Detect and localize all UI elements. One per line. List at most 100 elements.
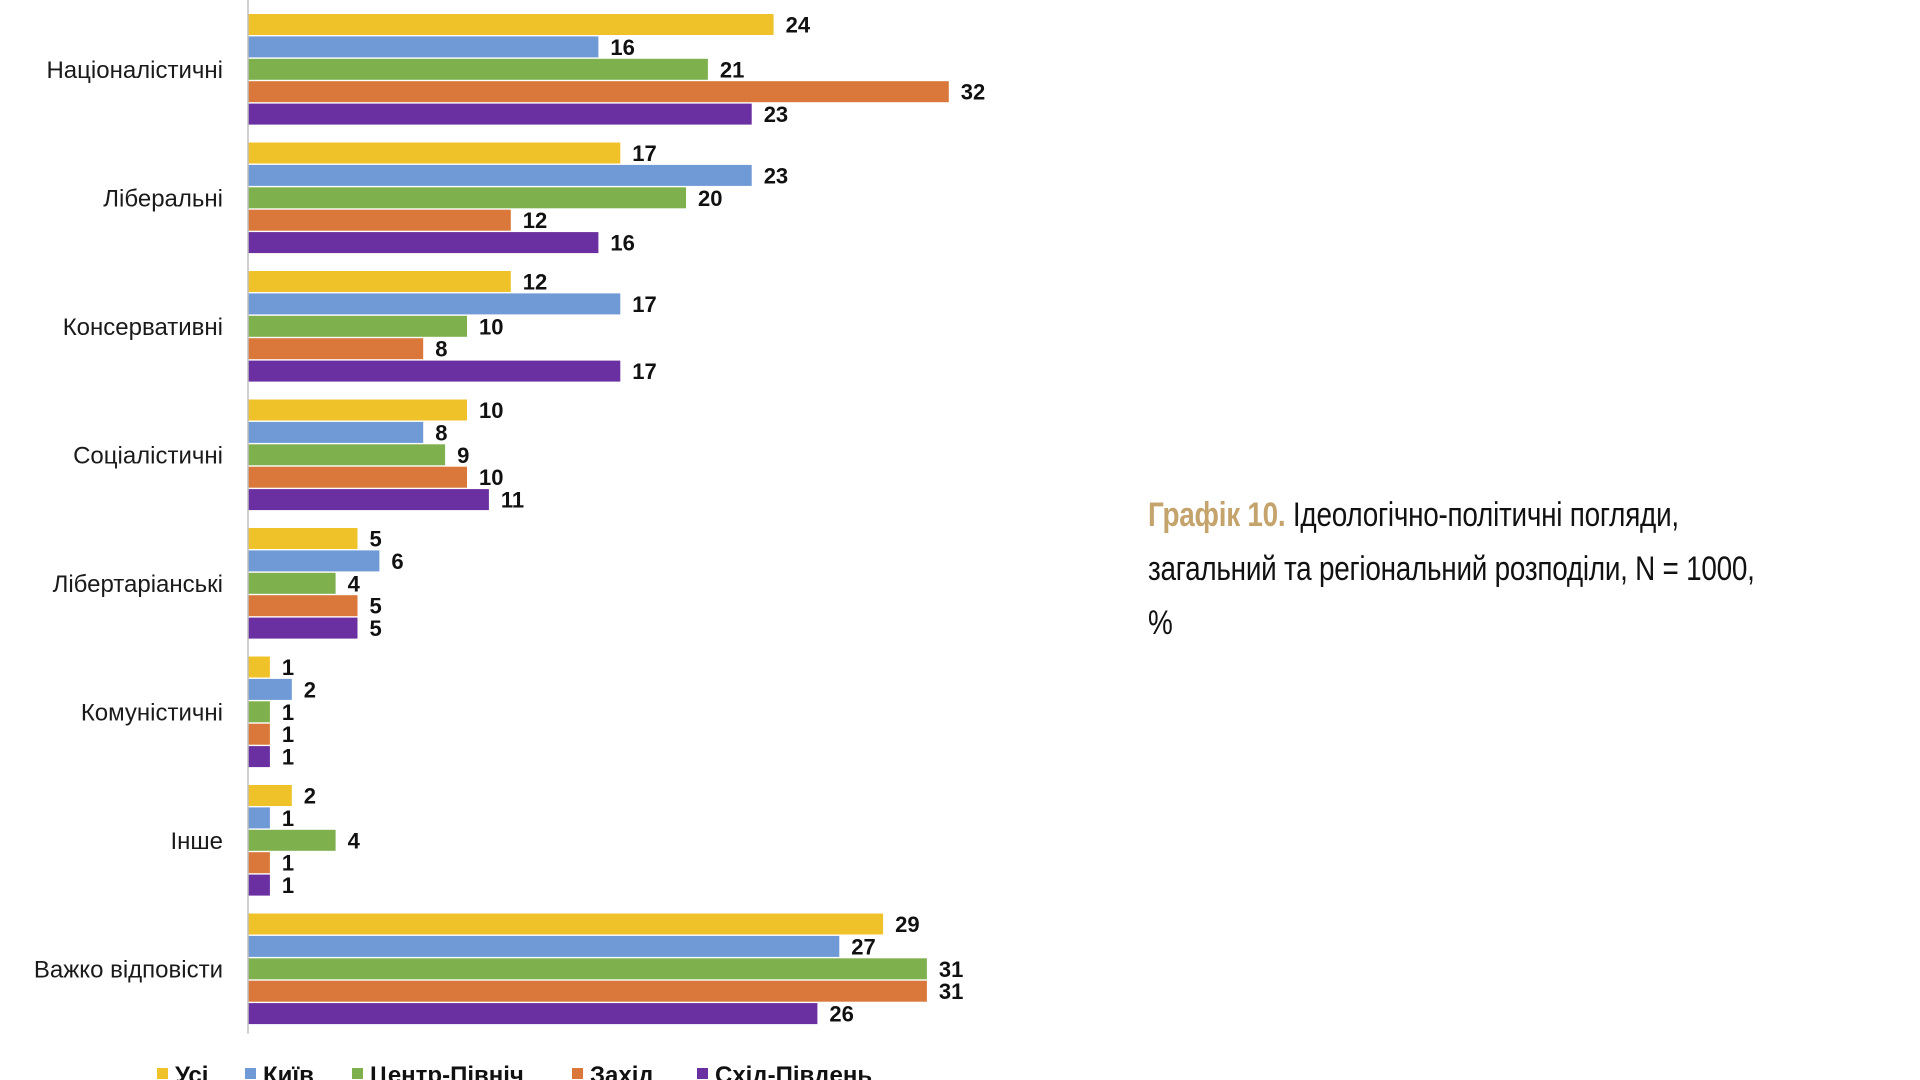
data-label: 27	[851, 934, 875, 959]
legend-swatch	[697, 1068, 708, 1079]
data-label: 1	[282, 873, 294, 898]
bar	[248, 14, 774, 35]
category-label: Ліберальні	[103, 186, 223, 213]
data-label: 26	[829, 1002, 853, 1027]
bar	[248, 315, 467, 337]
bar	[248, 489, 489, 511]
bar	[248, 103, 752, 125]
caption-label: Графік 10.	[1148, 496, 1286, 534]
bar	[248, 550, 380, 572]
data-label: 31	[939, 957, 963, 982]
data-label: 20	[698, 186, 722, 211]
data-label: 23	[764, 102, 788, 127]
data-label: 4	[348, 828, 361, 853]
category-label: Інше	[170, 828, 223, 855]
data-label: 1	[282, 851, 294, 876]
bar	[248, 678, 292, 700]
category-label: Важко відповісти	[34, 957, 223, 984]
bar	[248, 209, 511, 231]
bar	[248, 58, 708, 80]
data-label: 1	[282, 745, 294, 770]
category-label: Лібертаріанські	[53, 571, 223, 598]
chart-caption: Графік 10. Ідеологічно-політичні погляди…	[1148, 488, 1755, 650]
data-label: 4	[348, 571, 361, 596]
data-label: 8	[435, 337, 447, 362]
bar	[248, 958, 927, 980]
bar	[248, 466, 467, 488]
category-label: Націоналістичні	[46, 57, 223, 84]
bar	[248, 421, 424, 443]
bar	[248, 874, 270, 896]
bar	[248, 617, 358, 639]
data-label: 1	[282, 806, 294, 831]
bar	[248, 399, 467, 421]
caption-line-1: Ідеологічно-політичні погляди,	[1292, 496, 1679, 534]
data-label: 11	[501, 488, 524, 513]
data-label: 10	[479, 398, 503, 423]
bar	[248, 187, 686, 209]
bar	[248, 572, 336, 594]
bar	[248, 935, 840, 957]
data-label: 1	[282, 655, 294, 680]
data-label: 17	[632, 292, 656, 317]
legend-swatch	[352, 1068, 363, 1079]
legend-swatch	[245, 1068, 256, 1079]
category-label: Соціалістичні	[73, 443, 223, 470]
legend-label: Центр-Північ	[370, 1062, 524, 1080]
bar	[248, 164, 752, 186]
bar	[248, 785, 292, 806]
legend-swatch	[157, 1068, 168, 1079]
legend-label: Усі	[175, 1062, 208, 1080]
data-label: 16	[610, 35, 634, 60]
legend-swatch	[572, 1068, 583, 1079]
data-label: 10	[479, 465, 503, 490]
bar	[248, 746, 270, 768]
bar	[248, 852, 270, 874]
caption-line-2: загальний та регіональний розподіли, N =…	[1148, 550, 1755, 642]
data-label: 17	[632, 141, 656, 166]
data-label: 8	[435, 420, 447, 445]
bar	[248, 701, 270, 723]
bar	[248, 913, 884, 935]
data-label: 29	[895, 912, 919, 937]
bar	[248, 723, 270, 745]
data-label: 12	[523, 270, 547, 295]
legend-label: Київ	[263, 1062, 314, 1080]
bar	[248, 807, 270, 829]
bar	[248, 81, 949, 103]
data-label: 2	[304, 677, 316, 702]
legend-label: Схід-Південь	[715, 1062, 872, 1080]
bar	[248, 980, 927, 1002]
data-label: 10	[479, 314, 503, 339]
data-label: 31	[939, 979, 963, 1004]
category-label: Консервативні	[63, 314, 223, 341]
data-label: 12	[523, 208, 547, 233]
data-label: 1	[282, 722, 294, 747]
bar	[248, 338, 424, 360]
bar	[248, 142, 621, 164]
bar	[248, 595, 358, 617]
data-label: 6	[391, 549, 403, 574]
bar	[248, 656, 270, 678]
data-label: 32	[961, 80, 985, 105]
data-label: 24	[786, 13, 811, 38]
data-label: 17	[632, 359, 656, 384]
data-label: 9	[457, 443, 469, 468]
category-label: Комуністичні	[81, 700, 223, 727]
bar	[248, 271, 511, 292]
bar	[248, 829, 336, 851]
bar	[248, 1003, 818, 1025]
bar	[248, 528, 358, 549]
data-label: 5	[370, 594, 382, 619]
bar	[248, 444, 446, 466]
bar	[248, 232, 599, 254]
data-label: 21	[720, 57, 744, 82]
data-label: 5	[370, 616, 382, 641]
data-label: 23	[764, 163, 788, 188]
bar	[248, 36, 599, 58]
bar	[248, 360, 621, 382]
data-label: 5	[370, 527, 382, 552]
bar	[248, 293, 621, 315]
